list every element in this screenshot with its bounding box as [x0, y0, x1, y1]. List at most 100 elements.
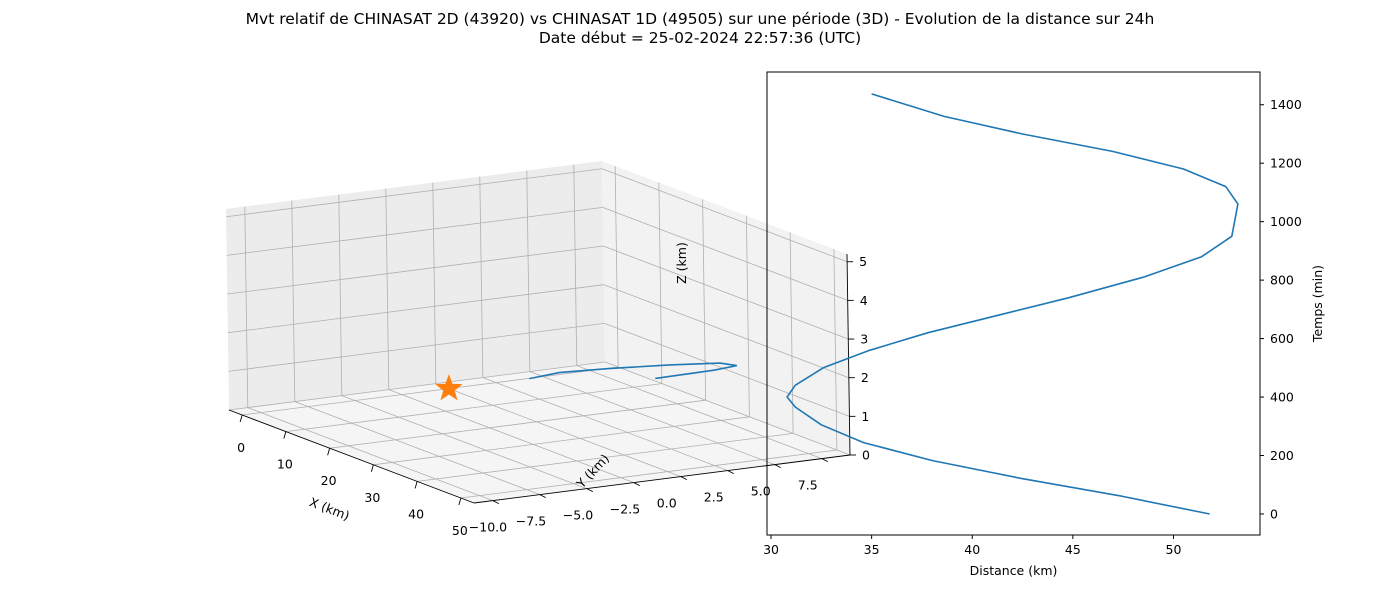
grid-line-x-back	[702, 199, 707, 401]
x-tick-label: 40	[408, 506, 424, 521]
z-tick-label: 4	[860, 293, 868, 308]
grid-line-z-back	[603, 245, 849, 340]
y-tick	[821, 458, 829, 463]
z-tick-label: 0	[862, 448, 870, 463]
x-axis-label: Distance (km)	[970, 563, 1058, 578]
grid-line-y-left	[573, 164, 578, 366]
x-tick-label: 30	[763, 542, 779, 557]
grid-line-z-back	[601, 168, 848, 263]
y-tick	[492, 500, 500, 505]
distance-series-line	[786, 93, 1239, 515]
y-tick-label: 800	[1270, 273, 1294, 288]
z-tick-label: 5	[859, 254, 867, 269]
y-tick-label: −5.0	[563, 508, 593, 523]
grid-line-y-left	[244, 206, 249, 408]
grid-line-y-left	[479, 176, 484, 378]
y-tick-label: 5.0	[751, 484, 771, 499]
grid-line-y-left	[526, 170, 531, 372]
grid-line-x-back	[789, 232, 794, 434]
grid-line-x-floor	[460, 449, 837, 499]
grid-line-y-left	[432, 182, 437, 384]
origin-star-marker	[435, 374, 463, 401]
y-axis-label: Temps (min)	[1310, 265, 1325, 343]
grid-line-z-left	[228, 361, 606, 411]
left-pane	[226, 161, 605, 410]
grid-line-z-left	[228, 322, 605, 372]
grid-line-x-back	[614, 165, 619, 367]
y-tick-label: 200	[1270, 448, 1294, 463]
grid-line-x-floor	[417, 433, 794, 482]
figure-subtitle: Date début = 25-02-2024 22:57:36 (UTC)	[538, 29, 862, 47]
y-tick	[680, 476, 688, 481]
floor-pane	[229, 362, 850, 503]
figure-title: Mvt relatif de CHINASAT 2D (43920) vs CH…	[245, 10, 1155, 28]
y-tick	[774, 464, 782, 469]
y-tick-label: −7.5	[516, 514, 546, 529]
grid-line-x-floor	[285, 383, 662, 432]
y-tick-label: 2.5	[704, 490, 724, 505]
grid-line-z-left	[227, 284, 604, 334]
x-tick	[283, 431, 287, 439]
grid-line-z-left	[227, 245, 604, 295]
x-tick-label: 50	[1166, 542, 1182, 557]
grid-line-z-back	[603, 284, 849, 379]
x-tick-label: 20	[321, 473, 337, 488]
x-tick	[327, 448, 331, 456]
y-tick-label: 1200	[1270, 156, 1302, 171]
grid-line-x-floor	[373, 416, 750, 466]
y-tick-label: 600	[1270, 331, 1294, 346]
z-tick-label: 2	[861, 370, 869, 385]
x-tick-label: 45	[1065, 542, 1081, 557]
grid-line-x-floor	[242, 366, 619, 416]
y-tick	[727, 470, 735, 475]
grid-line-x-back	[745, 215, 750, 417]
y-tick	[633, 482, 641, 487]
grid-line-y-floor	[247, 407, 493, 501]
x-tick	[414, 481, 418, 489]
z-axis-label: Z (km)	[674, 242, 689, 284]
x-tick-label: 10	[277, 457, 293, 472]
grid-line-z-left	[226, 206, 603, 256]
trajectory-line	[529, 362, 737, 380]
y-tick-label: 1400	[1270, 97, 1302, 112]
x-axis-line	[228, 409, 475, 504]
z-axis-line	[846, 253, 851, 456]
grid-line-y-floor	[576, 365, 822, 459]
grid-line-y-floor	[435, 383, 681, 477]
grid-line-x-back	[833, 249, 838, 451]
y-tick	[586, 488, 594, 493]
x-tick-label: 40	[964, 542, 980, 557]
grid-line-z-back	[604, 361, 851, 456]
grid-line-y-floor	[482, 377, 728, 471]
z-tick-label: 3	[860, 332, 868, 347]
back-pane	[602, 161, 850, 455]
y-tick	[539, 494, 547, 499]
grid-line-y-floor	[388, 389, 634, 483]
grid-line-x-back	[658, 182, 663, 384]
plot-frame	[766, 71, 1261, 536]
grid-line-y-left	[338, 194, 343, 396]
x-tick	[458, 497, 462, 506]
grid-line-y-left	[385, 188, 390, 390]
x-tick	[370, 464, 374, 472]
z-tick-label: 1	[861, 409, 869, 424]
x-tick-label: 35	[864, 542, 880, 557]
y-tick-label: 400	[1270, 390, 1294, 405]
grid-line-y-floor	[341, 395, 587, 489]
grid-line-y-floor	[294, 401, 540, 495]
x-tick	[239, 414, 243, 423]
grid-line-y-floor	[529, 371, 775, 465]
y-tick-label: 0	[1270, 506, 1278, 521]
grid-line-z-back	[604, 322, 850, 417]
y-tick-label: 1000	[1270, 214, 1302, 229]
x-tick-label: 30	[364, 490, 380, 505]
x-tick-label: 0	[237, 440, 245, 455]
y-tick-label: 0.0	[657, 496, 677, 511]
grid-line-y-left	[291, 200, 296, 402]
y-tick-label: −10.0	[469, 520, 507, 535]
y-tick-label: −2.5	[610, 502, 640, 517]
y-axis-line	[473, 454, 851, 504]
y-tick-label: 7.5	[798, 478, 818, 493]
